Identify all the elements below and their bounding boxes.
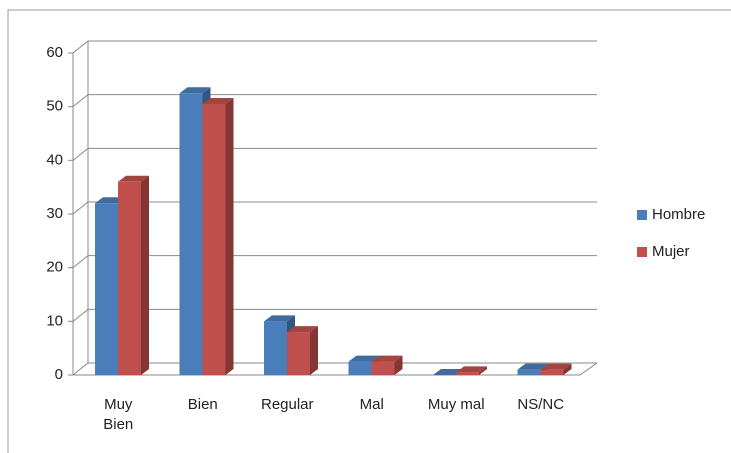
bar-top [118, 175, 149, 182]
legend-swatch [637, 247, 647, 257]
y-tick-label: 0 [55, 366, 63, 383]
bar-top [264, 315, 295, 322]
grid-line [72, 147, 89, 161]
grid-line [72, 40, 89, 54]
legend-swatch [637, 210, 647, 220]
bar-side [141, 175, 149, 375]
bar [202, 103, 226, 375]
bar-side [479, 366, 487, 375]
y-tick-label: 60 [46, 44, 63, 61]
x-tick-label: Regular [260, 396, 314, 413]
bar [264, 321, 287, 375]
y-tick-label: 30 [46, 205, 63, 222]
bar-top [287, 326, 318, 333]
grid-line [72, 94, 89, 108]
x-tick-label: Bien [187, 396, 218, 413]
legend-label: Mujer [652, 243, 690, 260]
bar-top [179, 87, 211, 94]
floor-side [579, 362, 598, 376]
bar [179, 93, 203, 375]
bar-top [348, 355, 380, 362]
bar-side [225, 97, 234, 375]
y-tick-label: 10 [46, 312, 63, 329]
bar-side [310, 326, 318, 375]
chart-frame [7, 9, 731, 453]
grid-line [72, 201, 89, 215]
bar [456, 372, 479, 375]
bar-side [563, 363, 572, 375]
x-tick-label: Mal [359, 396, 384, 413]
x-tick-label: Muy mal [427, 396, 485, 413]
bar [287, 332, 310, 375]
bar-top [517, 363, 549, 370]
bar [118, 181, 141, 375]
bar [540, 369, 564, 375]
grid-line [72, 362, 89, 376]
bar-top [371, 355, 403, 362]
x-tick-label: NS/NC [517, 396, 565, 413]
y-tick-label: 50 [46, 98, 63, 115]
bar-top [202, 97, 234, 104]
bar [348, 361, 372, 375]
x-tick-label: Muy Bien [103, 396, 134, 433]
bar [517, 369, 541, 375]
bar-top [540, 363, 572, 370]
y-tick-label: 20 [46, 259, 63, 276]
bar-top [456, 366, 487, 373]
grid-line [72, 255, 89, 269]
y-tick-label: 40 [46, 151, 63, 168]
bar [95, 203, 118, 375]
bar [371, 361, 395, 375]
bar-side [394, 355, 403, 375]
legend-label: Hombre [652, 206, 705, 223]
grid-line [72, 308, 89, 322]
